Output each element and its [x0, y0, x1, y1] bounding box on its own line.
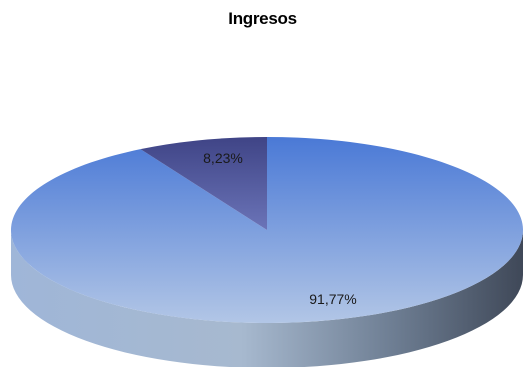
pie-side-wall: [11, 230, 523, 367]
pie-slice-small: [140, 137, 267, 230]
chart-title: Ingresos: [228, 9, 297, 28]
pie-data-label: 91,77%: [309, 291, 356, 307]
pie-data-label: 8,23%: [203, 150, 243, 166]
pie-slice-main: [10, 137, 524, 323]
